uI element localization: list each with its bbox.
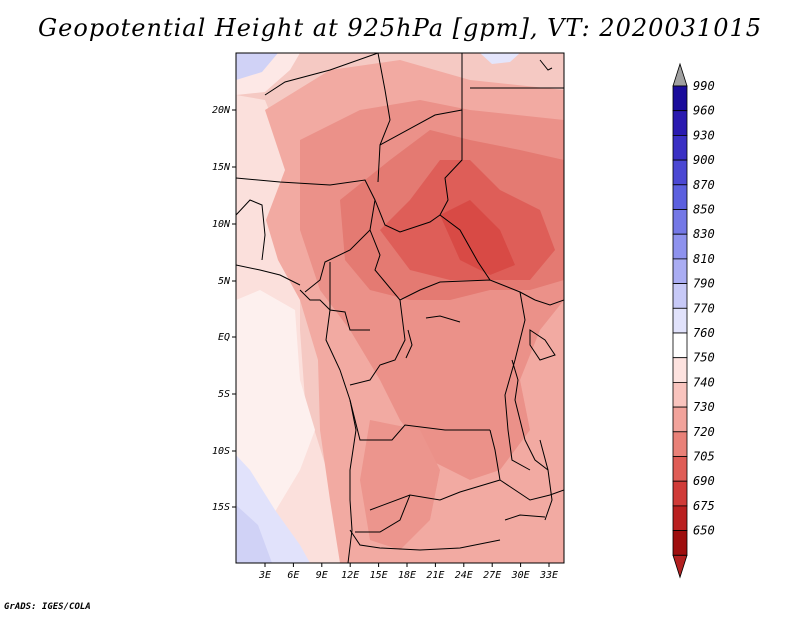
lake-tanganyika [511,359,521,421]
colorbar-label: 675 [693,499,715,513]
colorbar-swatch [672,85,688,112]
lon-label: 21E [426,570,444,581]
map-field [236,53,564,563]
river-2 [405,329,413,359]
colorbar-label: 900 [693,153,715,167]
border-15 [355,494,411,533]
river-1 [425,315,461,323]
coast-gulf [299,289,331,311]
map-frame [235,52,565,564]
border-10 [349,299,406,386]
colorbar-swatch [672,258,688,284]
colorbar-label: 760 [693,326,715,340]
colorbar-swatch [672,307,688,334]
lon-label: 15E [370,570,388,581]
lat-label: 5N [218,276,231,287]
border-3 [379,109,491,281]
border-12 [236,199,266,261]
border-8 [369,229,536,301]
colorbar-label: 990 [693,79,715,93]
colorbar-swatch [672,233,688,260]
lon-label: 30E [511,570,530,581]
field-705-core [440,200,515,275]
lat-label: 15N [212,162,231,173]
colorbar-label: 790 [693,277,715,291]
colorbar-label: 720 [693,425,715,439]
border-21 [349,529,501,551]
lat-label: 5S [218,389,230,400]
colorbar-label: 705 [693,450,715,464]
border-18 [534,299,564,306]
border-7 [374,199,441,233]
border-9 [329,262,370,331]
lon-label: 3E [258,570,271,581]
colorbar-swatch [672,159,688,186]
colorbar-label: 730 [693,400,715,414]
border-13 [349,399,490,441]
lat-label: 15S [212,502,230,513]
colorbar-label: 810 [693,252,715,266]
border-16 [499,479,564,501]
lon-label: 18E [398,570,416,581]
coast-west [325,309,357,563]
lon-label: 6E [287,570,299,581]
field-730-south [360,420,440,550]
colorbar-label: 960 [693,104,715,118]
colorbar-swatch [672,110,688,136]
lake-victoria [529,329,556,361]
country-borders [236,53,564,563]
border-17 [504,291,531,471]
border-1 [264,53,379,96]
colorbar-bottom-arrow [672,554,688,579]
border-23 [539,59,553,71]
colorbar-swatch [672,530,688,556]
colorbar-swatch [672,381,688,408]
longitude-axis: 3E 6E 9E 12E 15E 18E 21E 24E 27E 30E 33E [258,563,558,581]
colorbar-swatch [672,431,688,457]
colorbar-swatch [672,332,688,359]
colorbar-label: 870 [693,178,715,192]
colorbar-swatch [672,134,688,161]
field-790-sw [236,505,272,563]
footer-credit: GrADS: IGES/COLA [4,602,91,612]
colorbar-label: 750 [693,351,715,365]
colorbar-swatch [672,406,688,433]
colorbar-swatch [672,357,688,383]
border-20 [539,439,553,521]
map-title: Geopotential Height at 925hPa [gpm], VT:… [38,14,762,42]
lat-label: 10N [212,219,231,230]
colorbar-swatch [672,480,688,507]
lon-label: 27E [483,570,501,581]
colorbar: 990 960 930 900 870 850 830 810 790 770 760 750 740 7… [672,62,715,579]
colorbar-swatch [672,505,688,531]
lon-label: 9E [316,570,328,581]
lat-label: 10S [212,446,230,457]
colorbar-swatch [672,283,688,309]
colorbar-label: 770 [693,301,715,315]
field-770-nw [236,53,278,80]
colorbar-label: 740 [693,375,715,389]
colorbar-label: 830 [693,227,715,241]
border-6 [236,177,376,293]
colorbar-swatch [672,209,688,235]
border-22 [504,514,546,521]
lat-label: 20N [212,105,231,116]
colorbar-top-arrow [672,62,688,87]
lon-label: 12E [341,570,359,581]
colorbar-label: 690 [693,474,715,488]
colorbar-swatch [672,456,688,482]
colorbar-label: 930 [693,128,715,142]
border-2 [377,53,391,183]
lat-label: EQ [218,332,230,343]
border-11 [236,264,301,286]
latitude-axis: 20N 15N 10N 5N EQ 5S 10S 15S [212,105,236,513]
colorbar-swatch [672,184,688,210]
colorbar-label: 650 [693,524,715,538]
border-19 [519,419,549,471]
lon-label: 33E [539,570,558,581]
lon-label: 24E [455,570,473,581]
field-770-ne [480,53,520,64]
colorbar-label: 850 [693,203,715,217]
